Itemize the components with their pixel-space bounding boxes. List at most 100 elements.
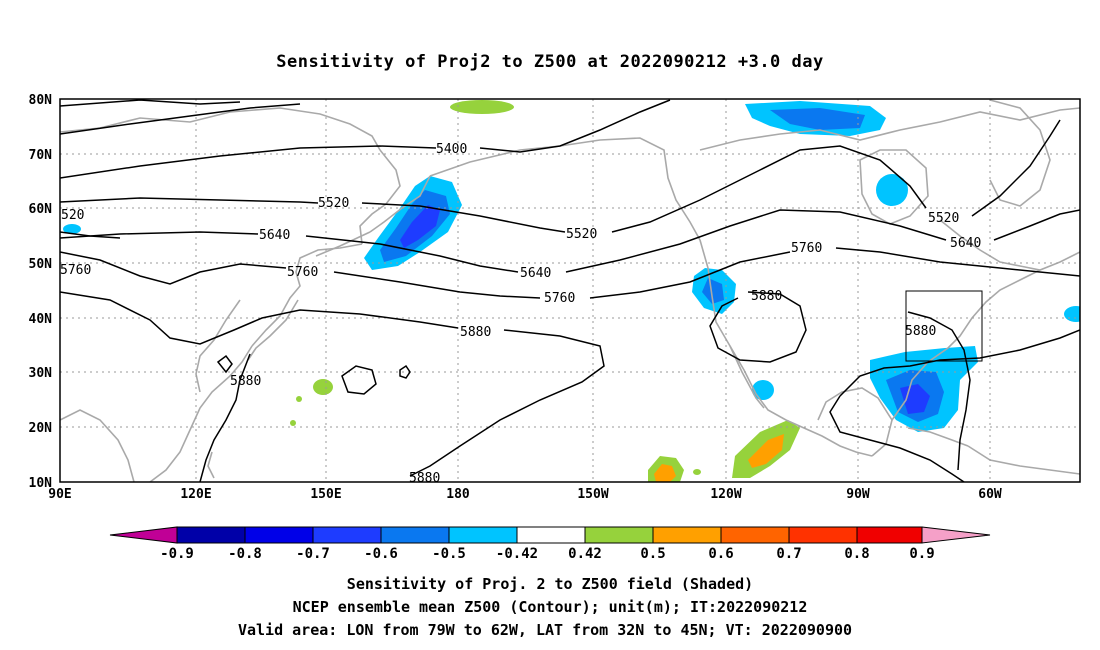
positive-shade-central-pacific-c bbox=[290, 420, 296, 426]
latitude-labels: 80N 70N 60N 50N 40N 30N 20N 10N bbox=[29, 93, 53, 491]
colorbar-segment-4 bbox=[448, 526, 518, 544]
plot-frame bbox=[59, 98, 1081, 483]
contour-label-5760-d: 5760 bbox=[60, 263, 91, 278]
colorbar-segment-2 bbox=[312, 526, 382, 544]
positive-shade-central-pacific-a bbox=[313, 379, 333, 395]
colorbar-segment-3 bbox=[380, 526, 450, 544]
colorbar-segment-10 bbox=[856, 526, 923, 544]
lon-label-60w: 60W bbox=[978, 487, 1002, 502]
colorbar-label-2: -0.7 bbox=[296, 546, 330, 562]
contour-5880-main bbox=[60, 291, 605, 477]
grid-lines bbox=[60, 99, 1080, 482]
coast-gulf bbox=[817, 387, 893, 457]
colorbar-segment-0 bbox=[176, 526, 246, 544]
positive-shade-central-pacific-b bbox=[296, 396, 302, 402]
contour-label-5760-b: 5760 bbox=[544, 291, 575, 306]
footer-line-1: Sensitivity of Proj. 2 to Z500 field (Sh… bbox=[347, 575, 753, 593]
contour-label-5880-a: 5880 bbox=[460, 325, 491, 340]
contour-northern-a bbox=[60, 99, 241, 107]
contour-5400 bbox=[60, 99, 671, 179]
contour-5640-main bbox=[60, 209, 1080, 273]
coast-na-west bbox=[699, 239, 873, 457]
negative-shade-bering-core bbox=[400, 205, 440, 248]
coast-hudson-bay bbox=[859, 149, 929, 225]
colorbar-label-7: 0.5 bbox=[640, 546, 665, 562]
colorbar-label-8: 0.6 bbox=[708, 546, 733, 562]
contour-5520-main bbox=[60, 119, 1061, 233]
coast-baja bbox=[729, 345, 765, 409]
coast-greenland bbox=[989, 99, 1051, 207]
lon-label-90e: 90E bbox=[48, 487, 71, 502]
coast-japan bbox=[247, 299, 299, 361]
negative-shade-hudson bbox=[876, 174, 908, 206]
colorbar-left-triangle bbox=[109, 526, 178, 544]
contour-label-5880-e: 5880 bbox=[409, 471, 440, 486]
contour-5880-southeast bbox=[839, 311, 1080, 471]
contour-northern-b bbox=[60, 103, 301, 135]
coast-arctic-canada bbox=[699, 107, 1080, 151]
positive-shade-east-pacific-a-core bbox=[654, 464, 676, 482]
lat-label-40n: 40N bbox=[29, 312, 53, 327]
contour-5760-left bbox=[60, 231, 121, 239]
lon-label-120w: 120W bbox=[710, 487, 741, 502]
lat-label-30n: 30N bbox=[29, 366, 53, 381]
colorbar-segment-1 bbox=[244, 526, 314, 544]
contour-label-5880-b: 5880 bbox=[751, 289, 782, 304]
coast-east-asia bbox=[149, 345, 253, 482]
contour-label-5520-c: 5520 bbox=[928, 211, 959, 226]
coast-taiwan bbox=[207, 451, 215, 479]
contour-label-5640-a: 5640 bbox=[259, 228, 290, 243]
colorbar-label-9: 0.7 bbox=[776, 546, 801, 562]
negative-shade-west-coast-na-core bbox=[702, 278, 724, 304]
colorbar-label-4: -0.5 bbox=[432, 546, 466, 562]
colorbar-segment-7 bbox=[652, 526, 722, 544]
negative-shade-west-edge bbox=[63, 224, 81, 234]
contour-small-high-b bbox=[399, 364, 411, 379]
lon-label-120e: 120E bbox=[180, 487, 211, 502]
colorbar-label-10: 0.8 bbox=[844, 546, 869, 562]
colorbar-right-triangle bbox=[921, 526, 991, 544]
lat-label-10n: 10N bbox=[29, 476, 53, 491]
negative-shade-arctic-canada-core bbox=[770, 108, 865, 130]
coast-southeast-asia bbox=[60, 409, 135, 482]
footer-line-2: NCEP ensemble mean Z500 (Contour); unit(… bbox=[293, 598, 808, 616]
colorbar-label-0: -0.9 bbox=[160, 546, 194, 562]
contour-label-5520-d: 520 bbox=[61, 208, 84, 223]
footer-line-3: Valid area: LON from 79W to 62W, LAT fro… bbox=[238, 621, 852, 639]
positive-shade-east-pacific-dot bbox=[693, 469, 701, 475]
colorbar-label-6: 0.42 bbox=[568, 546, 602, 562]
contour-5760-main bbox=[60, 247, 1080, 299]
contour-5880-western-pacific bbox=[199, 353, 251, 482]
negative-shade-east-edge bbox=[1064, 306, 1080, 322]
colorbar-segment-9 bbox=[788, 526, 858, 544]
contour-small-high-a bbox=[341, 365, 377, 395]
positive-shade-east-pacific-b-core bbox=[748, 434, 784, 468]
colorbar-label-3: -0.6 bbox=[364, 546, 398, 562]
contour-label-5640-c: 5640 bbox=[950, 236, 981, 251]
coast-korea-china bbox=[195, 299, 241, 393]
coast-okhotsk bbox=[251, 243, 363, 347]
coast-asia-north bbox=[60, 107, 381, 151]
lon-label-150e: 150E bbox=[310, 487, 341, 502]
lon-label-90w: 90W bbox=[846, 487, 870, 502]
coast-florida bbox=[891, 269, 1041, 421]
lat-label-70n: 70N bbox=[29, 148, 53, 163]
contour-label-5760-a: 5760 bbox=[287, 265, 318, 280]
positive-shade-arctic bbox=[450, 100, 514, 114]
lat-label-20n: 20N bbox=[29, 421, 53, 436]
colorbar: -0.9 -0.8 -0.7 -0.6 -0.5 -0.42 0.42 0.5 … bbox=[109, 526, 991, 562]
coast-alaska bbox=[429, 137, 701, 241]
contour-label-5880-c: 5880 bbox=[905, 324, 936, 339]
longitude-labels: 90E 120E 150E 180 150W 120W 90W 60W bbox=[48, 487, 1002, 502]
contour-label-5520-a: 5520 bbox=[318, 196, 349, 211]
contour-label-5760-c: 5760 bbox=[791, 241, 822, 256]
colorbar-segment-8 bbox=[720, 526, 790, 544]
lon-label-180: 180 bbox=[446, 487, 470, 502]
valid-area-box bbox=[905, 290, 983, 362]
colorbar-segment-5 bbox=[516, 526, 586, 544]
z500-contours bbox=[60, 99, 1080, 482]
lat-label-60n: 60N bbox=[29, 202, 53, 217]
figure-title: Sensitivity of Proj2 to Z500 at 20220902… bbox=[276, 52, 823, 72]
contour-label-5880-d: 5880 bbox=[230, 374, 261, 389]
colorbar-label-1: -0.8 bbox=[228, 546, 262, 562]
